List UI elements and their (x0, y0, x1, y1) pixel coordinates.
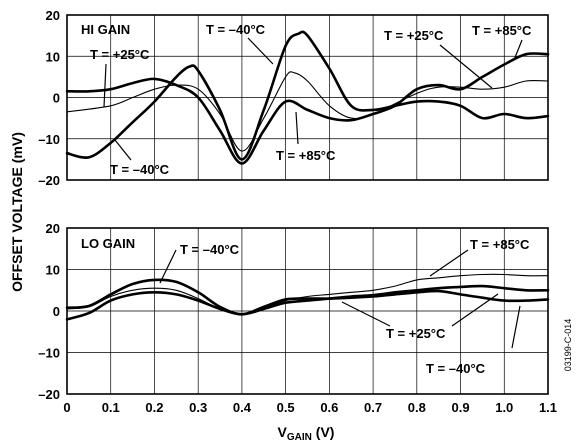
y-tick-label: 20 (46, 221, 60, 236)
plot-frame (66, 227, 549, 395)
leader-line (511, 305, 521, 349)
series-line-t85c-2 (65, 52, 550, 165)
y-tick-labels: –20 –10 0 10 20 (38, 8, 60, 188)
x-axis-label-sub: GAIN (287, 432, 312, 443)
leader-line (247, 37, 274, 65)
leader-line (451, 293, 499, 327)
x-tick-label: 0.7 (364, 400, 382, 415)
annotation-label: T = –40°C (206, 22, 266, 37)
x-tick-label: 0.3 (189, 400, 207, 415)
series-group (65, 273, 550, 321)
annotations: LO GAIN T = –40°C T = +85°C T = +25°C T … (81, 236, 530, 376)
x-axis-label-main: V (278, 424, 288, 440)
panel-label: HI GAIN (81, 22, 130, 37)
y-tick-label: 20 (46, 8, 60, 23)
y-tick-label: –20 (38, 173, 60, 188)
leader-line (295, 111, 299, 145)
annotation-label: T = +85°C (276, 148, 336, 163)
series-line-t40c-1 (65, 30, 550, 161)
annotation-label: T = +25°C (384, 28, 444, 43)
y-tick-label: –10 (38, 132, 60, 147)
x-tick-label: 1.0 (495, 400, 513, 415)
leader-line (439, 44, 493, 89)
annotation-label: T = –40°C (180, 242, 240, 257)
annotation-label: T = +25°C (90, 47, 150, 62)
leader-line (103, 63, 107, 108)
plot-frame (66, 14, 549, 181)
series-line-t85c-0 (66, 273, 549, 315)
x-tick-label: 0.6 (320, 400, 338, 415)
y-tick-label: 10 (46, 263, 60, 278)
leader-line (114, 139, 132, 161)
x-tick-label: 0.2 (145, 400, 163, 415)
grid (67, 15, 548, 180)
series-line-t25c-0 (66, 71, 549, 152)
annotation-label: T = +25°C (386, 326, 446, 341)
y-tick-label: 10 (46, 49, 60, 64)
y-axis-label: OFFSET VOLTAGE (mV) (9, 132, 25, 292)
y-tick-label: –20 (38, 387, 60, 402)
x-tick-label: 0 (63, 400, 70, 415)
lo-gain-panel: –20 –10 0 10 20 LO GAIN T = –40°C T = +85°C … (38, 221, 550, 402)
leader-line (429, 249, 469, 277)
annotation-label: T = +85°C (472, 23, 532, 38)
leader-line (341, 301, 391, 327)
x-axis-label-unit: (V) (312, 424, 335, 440)
x-tick-label: 0.9 (452, 400, 470, 415)
x-axis-label: VGAIN (V) (278, 424, 335, 443)
series-line-t25c-1 (65, 284, 550, 321)
hi-gain-panel: –20 –10 0 10 20 HI GAIN T = –40°C T = +25°C … (38, 8, 550, 188)
x-tick-label: 1.1 (539, 400, 557, 415)
annotations: HI GAIN T = –40°C T = +25°C T = +25°C T … (81, 22, 532, 177)
x-tick-label: 0.8 (408, 400, 426, 415)
panel-label: LO GAIN (81, 236, 135, 251)
annotation-label: T = +85°C (470, 237, 530, 252)
leader-line (513, 39, 523, 61)
y-tick-label: 0 (53, 91, 60, 106)
y-tick-label: –10 (38, 346, 60, 361)
leader-line (159, 249, 177, 284)
series-group (65, 30, 550, 165)
y-tick-label: 0 (53, 304, 60, 319)
annotation-label: T = –40°C (426, 361, 486, 376)
x-tick-labels: 0 0.1 0.2 0.3 0.4 0.5 0.6 0.7 0.8 0.9 1.0 1.1 (63, 400, 557, 415)
series-line-t40c-2 (65, 278, 550, 316)
x-tick-label: 0.5 (277, 400, 295, 415)
grid (67, 228, 548, 394)
x-tick-label: 0.1 (102, 400, 120, 415)
y-tick-labels: –20 –10 0 10 20 (38, 221, 60, 402)
x-tick-label: 0.4 (233, 400, 252, 415)
annotation-label: T = –40°C (110, 162, 170, 177)
figure-code: 03199-C-014 (563, 319, 573, 372)
